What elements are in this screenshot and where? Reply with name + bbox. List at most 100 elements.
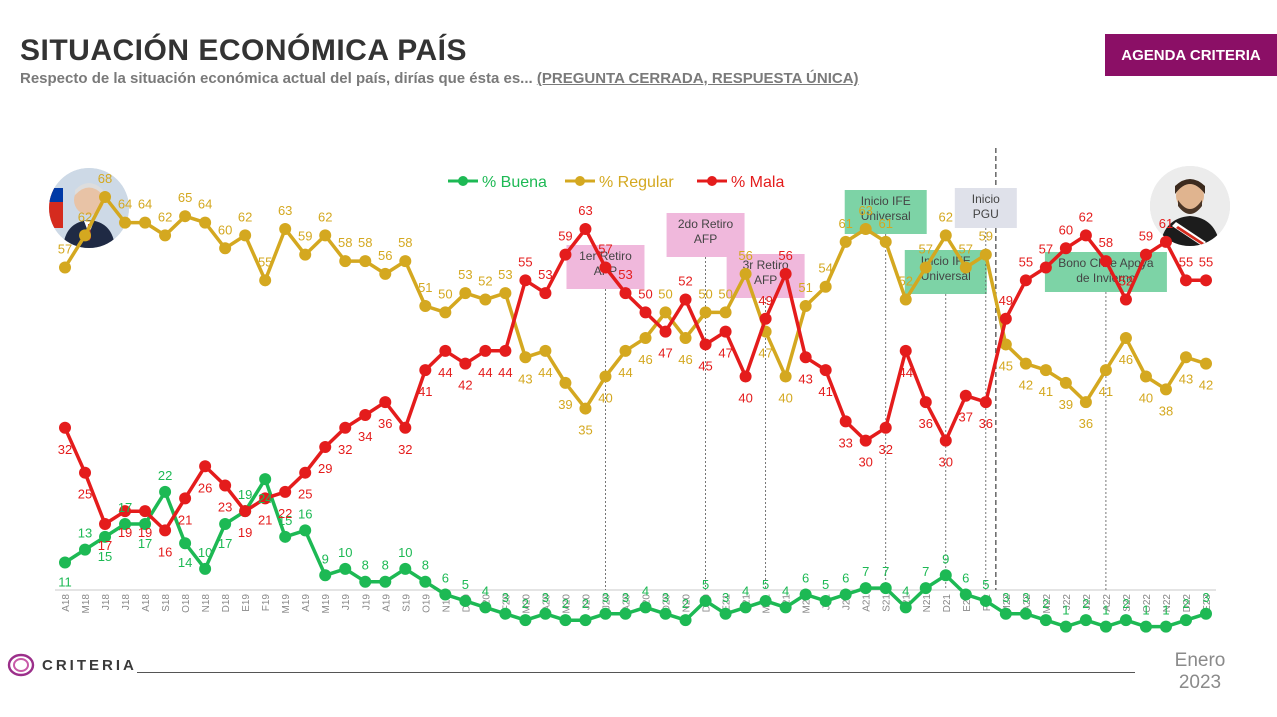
data-point: [179, 492, 192, 505]
subtitle-question-type: (PREGUNTA CERRADA, RESPUESTA ÚNICA): [536, 70, 859, 87]
data-label: 4: [902, 583, 909, 598]
event-annotation-label: 2do Retiro: [678, 217, 734, 231]
data-point: [799, 588, 812, 601]
data-point: [99, 190, 112, 203]
data-label: 3: [602, 590, 609, 605]
data-label: 41: [418, 384, 432, 399]
data-label: 55: [258, 254, 272, 269]
data-label: 19: [238, 487, 252, 502]
data-label: 44: [538, 365, 552, 380]
data-label: 3: [502, 590, 509, 605]
data-point: [839, 415, 852, 428]
data-label: 65: [178, 190, 192, 205]
data-point: [59, 261, 71, 274]
data-label: 4: [782, 583, 789, 598]
data-label: 32: [398, 442, 412, 457]
data-label: 42: [1019, 378, 1033, 393]
x-tick-label: A18: [141, 594, 152, 612]
x-tick-label: N19: [441, 594, 452, 613]
x-tick-label: M22: [1002, 594, 1013, 614]
event-annotation-label: 1er Retiro: [579, 249, 632, 263]
series-line: [63, 195, 1207, 411]
data-point: [179, 537, 192, 550]
x-tick-label: D21: [942, 594, 953, 613]
data-point: [139, 216, 152, 229]
data-point: [539, 344, 552, 357]
page-subtitle: Respecto de la situación económica actua…: [20, 70, 859, 87]
data-label: 17: [98, 538, 112, 553]
data-point: [79, 466, 92, 479]
data-point: [639, 332, 652, 345]
data-label: 3: [622, 590, 629, 605]
data-point: [959, 389, 972, 402]
data-label: 64: [198, 197, 212, 212]
data-point: [319, 441, 332, 454]
data-label: 1: [1142, 603, 1149, 618]
data-label: 29: [318, 461, 332, 476]
x-tick-label: J22: [1082, 594, 1093, 611]
data-point: [199, 460, 212, 473]
data-point: [1099, 255, 1112, 268]
data-label: 3: [1002, 590, 1009, 605]
data-point: [119, 216, 132, 229]
data-point: [399, 255, 412, 268]
x-tick-label: O22: [1142, 594, 1153, 613]
data-point: [139, 517, 152, 530]
data-point: [819, 364, 832, 377]
data-point: [879, 421, 892, 434]
data-point: [699, 306, 712, 319]
data-point: [879, 582, 892, 595]
data-label: 5: [982, 577, 989, 592]
legend-marker: [707, 176, 717, 186]
x-tick-label: A20: [621, 594, 632, 612]
data-point: [1079, 229, 1092, 242]
data-label: 54: [818, 261, 832, 276]
data-point: [779, 370, 792, 383]
x-tick-label: A19: [381, 594, 392, 612]
data-label: 50: [718, 286, 732, 301]
data-point: [199, 562, 212, 575]
data-label: 57: [598, 241, 612, 256]
data-label: 24: [258, 491, 272, 506]
data-label: 57: [1039, 241, 1053, 256]
data-label: 64: [118, 197, 132, 212]
data-point: [279, 530, 292, 543]
data-label: 3: [722, 590, 729, 605]
president-photo-right: [1150, 166, 1230, 246]
data-point: [539, 607, 552, 620]
data-label: 15: [98, 549, 112, 564]
data-point: [719, 306, 732, 319]
data-point: [739, 601, 752, 614]
report-month: Enero: [1174, 650, 1226, 671]
x-tick-label: A18: [61, 594, 72, 612]
data-label: 46: [1119, 352, 1133, 367]
data-point: [819, 594, 832, 607]
data-label: 53: [538, 267, 552, 282]
x-tick-label: O19: [421, 594, 432, 613]
data-label: 55: [518, 254, 532, 269]
data-label: 7: [862, 564, 869, 579]
data-point: [1179, 351, 1192, 364]
data-point: [899, 293, 912, 306]
data-label: 49: [999, 293, 1013, 308]
data-point: [1139, 620, 1152, 633]
data-label: 50: [658, 286, 672, 301]
x-tick-label: M20: [561, 594, 572, 614]
data-point: [499, 607, 512, 620]
data-point: [1159, 235, 1172, 248]
data-point: [119, 505, 132, 518]
data-point: [379, 396, 392, 409]
data-point: [399, 562, 412, 575]
data-label: 62: [158, 209, 172, 224]
x-tick-label: M20: [521, 594, 532, 614]
data-point: [339, 421, 352, 434]
subtitle-question: Respecto de la situación económica actua…: [20, 70, 537, 87]
data-point: [1179, 274, 1192, 287]
data-point: [1179, 614, 1192, 627]
legend-label: % Mala: [731, 174, 784, 191]
data-point: [999, 338, 1012, 351]
data-label: 23: [218, 500, 232, 515]
data-point: [1159, 383, 1172, 396]
x-tick-label: A19: [301, 594, 312, 612]
data-point: [439, 306, 452, 319]
